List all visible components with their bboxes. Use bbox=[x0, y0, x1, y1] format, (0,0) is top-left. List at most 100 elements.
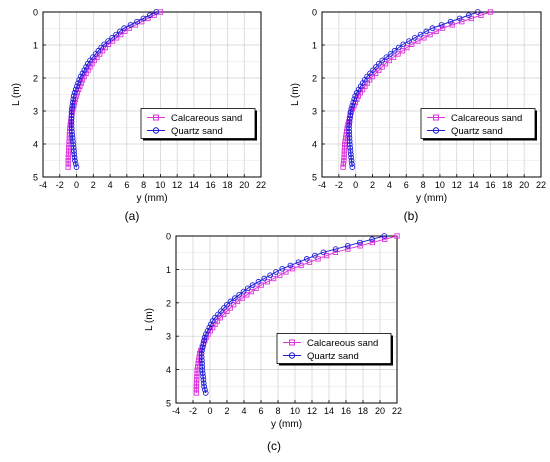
data-point-circle bbox=[279, 265, 286, 272]
data-point-circle bbox=[249, 282, 256, 288]
data-point-square bbox=[399, 48, 406, 54]
data-point-circle bbox=[70, 141, 77, 148]
data-point-square bbox=[277, 272, 283, 278]
data-point-circle bbox=[201, 383, 207, 390]
data-point-circle bbox=[411, 34, 418, 41]
data-point-square bbox=[193, 380, 200, 386]
data-point-circle bbox=[465, 12, 472, 19]
data-point-circle bbox=[71, 89, 78, 96]
series-calcareous-sand bbox=[340, 9, 494, 170]
data-point-circle bbox=[232, 295, 238, 301]
data-point-square bbox=[478, 12, 484, 18]
data-point-circle bbox=[387, 51, 394, 57]
data-point-circle bbox=[245, 285, 251, 292]
x-tick-label: -4 bbox=[172, 406, 180, 416]
data-point-circle bbox=[92, 51, 99, 57]
y-tick-label: 0 bbox=[312, 8, 317, 18]
data-point-circle bbox=[68, 122, 75, 128]
legend-label: Quartz sand bbox=[307, 351, 359, 362]
data-point-circle bbox=[347, 115, 353, 122]
data-point-circle bbox=[346, 135, 353, 141]
panel-label: (b) bbox=[404, 209, 419, 223]
data-point-square bbox=[415, 38, 421, 44]
data-point-square bbox=[196, 357, 202, 363]
data-point-square bbox=[66, 135, 72, 141]
plot-frame bbox=[42, 11, 262, 178]
data-point-circle bbox=[344, 242, 351, 249]
legend-label: Calcareous sand bbox=[171, 113, 242, 124]
data-point-square bbox=[194, 367, 200, 373]
x-tick-label: -4 bbox=[39, 180, 47, 190]
data-point-square bbox=[379, 64, 385, 70]
data-point-square bbox=[390, 54, 397, 60]
x-tick-label: 0 bbox=[353, 180, 358, 190]
data-point-circle bbox=[376, 60, 382, 67]
y-tick-label: 1 bbox=[33, 41, 38, 51]
data-point-circle bbox=[379, 57, 386, 64]
data-point-square bbox=[341, 154, 347, 161]
x-axis-title: y (mm) bbox=[271, 419, 302, 430]
data-point-circle bbox=[346, 125, 352, 132]
x-tick-label: 22 bbox=[256, 180, 266, 190]
x-tick-label: 16 bbox=[485, 180, 495, 190]
data-point-circle bbox=[351, 96, 358, 103]
data-point-circle bbox=[348, 154, 355, 161]
data-point-circle bbox=[69, 102, 76, 109]
data-point-circle bbox=[127, 22, 134, 28]
data-point-circle bbox=[273, 269, 279, 275]
data-point-circle bbox=[95, 47, 102, 54]
data-point-circle bbox=[70, 144, 77, 151]
data-point-circle bbox=[348, 157, 355, 164]
series-quartz-sand bbox=[198, 233, 388, 396]
data-point-circle bbox=[346, 122, 353, 128]
data-point-circle bbox=[209, 318, 216, 324]
data-point-square bbox=[409, 41, 415, 47]
data-point-square bbox=[341, 157, 347, 164]
data-point-circle bbox=[69, 135, 76, 141]
x-tick-label: 0 bbox=[74, 180, 79, 190]
data-point-square bbox=[395, 51, 401, 57]
data-point-circle bbox=[227, 298, 234, 305]
data-point-circle bbox=[153, 9, 160, 15]
data-point-circle bbox=[347, 112, 354, 119]
data-point-circle bbox=[370, 67, 376, 74]
data-point-circle bbox=[72, 86, 79, 93]
legend-marker-circle bbox=[432, 127, 440, 134]
y-tick-label: 5 bbox=[166, 399, 171, 409]
x-tick-label: 14 bbox=[189, 180, 199, 190]
data-point-circle bbox=[68, 115, 75, 122]
data-point-circle bbox=[369, 236, 375, 243]
legend: Calcareous sand Quartz sand bbox=[420, 108, 537, 141]
x-tick-label: 10 bbox=[155, 180, 165, 190]
data-point-circle bbox=[474, 9, 481, 15]
data-point-square bbox=[332, 249, 339, 256]
data-point-circle bbox=[236, 292, 243, 298]
x-tick-label: 18 bbox=[358, 406, 368, 416]
data-point-circle bbox=[105, 38, 111, 44]
data-point-square bbox=[194, 370, 200, 377]
x-tick-label: 22 bbox=[392, 406, 402, 416]
series-quartz-sand bbox=[68, 9, 160, 170]
data-point-circle bbox=[353, 89, 360, 96]
data-point-circle bbox=[367, 70, 373, 77]
data-point-square bbox=[65, 151, 72, 157]
data-point-square bbox=[343, 132, 349, 138]
legend: Calcareous sand Quartz sand bbox=[140, 108, 257, 141]
data-point-square bbox=[239, 295, 245, 301]
data-point-circle bbox=[261, 275, 268, 282]
y-tick-label: 3 bbox=[312, 107, 317, 117]
data-point-square bbox=[345, 246, 351, 252]
plot-frame bbox=[321, 11, 542, 178]
data-point-square bbox=[193, 390, 200, 396]
series-calcareous-sand bbox=[193, 233, 400, 396]
data-point-circle bbox=[215, 311, 221, 318]
data-point-circle bbox=[295, 259, 302, 266]
data-point-circle bbox=[348, 106, 355, 112]
y-axis-title: L (m) bbox=[144, 308, 155, 331]
data-point-square bbox=[193, 387, 200, 393]
x-tick-label: 4 bbox=[108, 180, 113, 190]
legend-marker-circle bbox=[288, 352, 296, 359]
data-point-circle bbox=[406, 38, 412, 44]
panel-label: (c) bbox=[267, 439, 281, 453]
data-point-circle bbox=[347, 109, 354, 116]
